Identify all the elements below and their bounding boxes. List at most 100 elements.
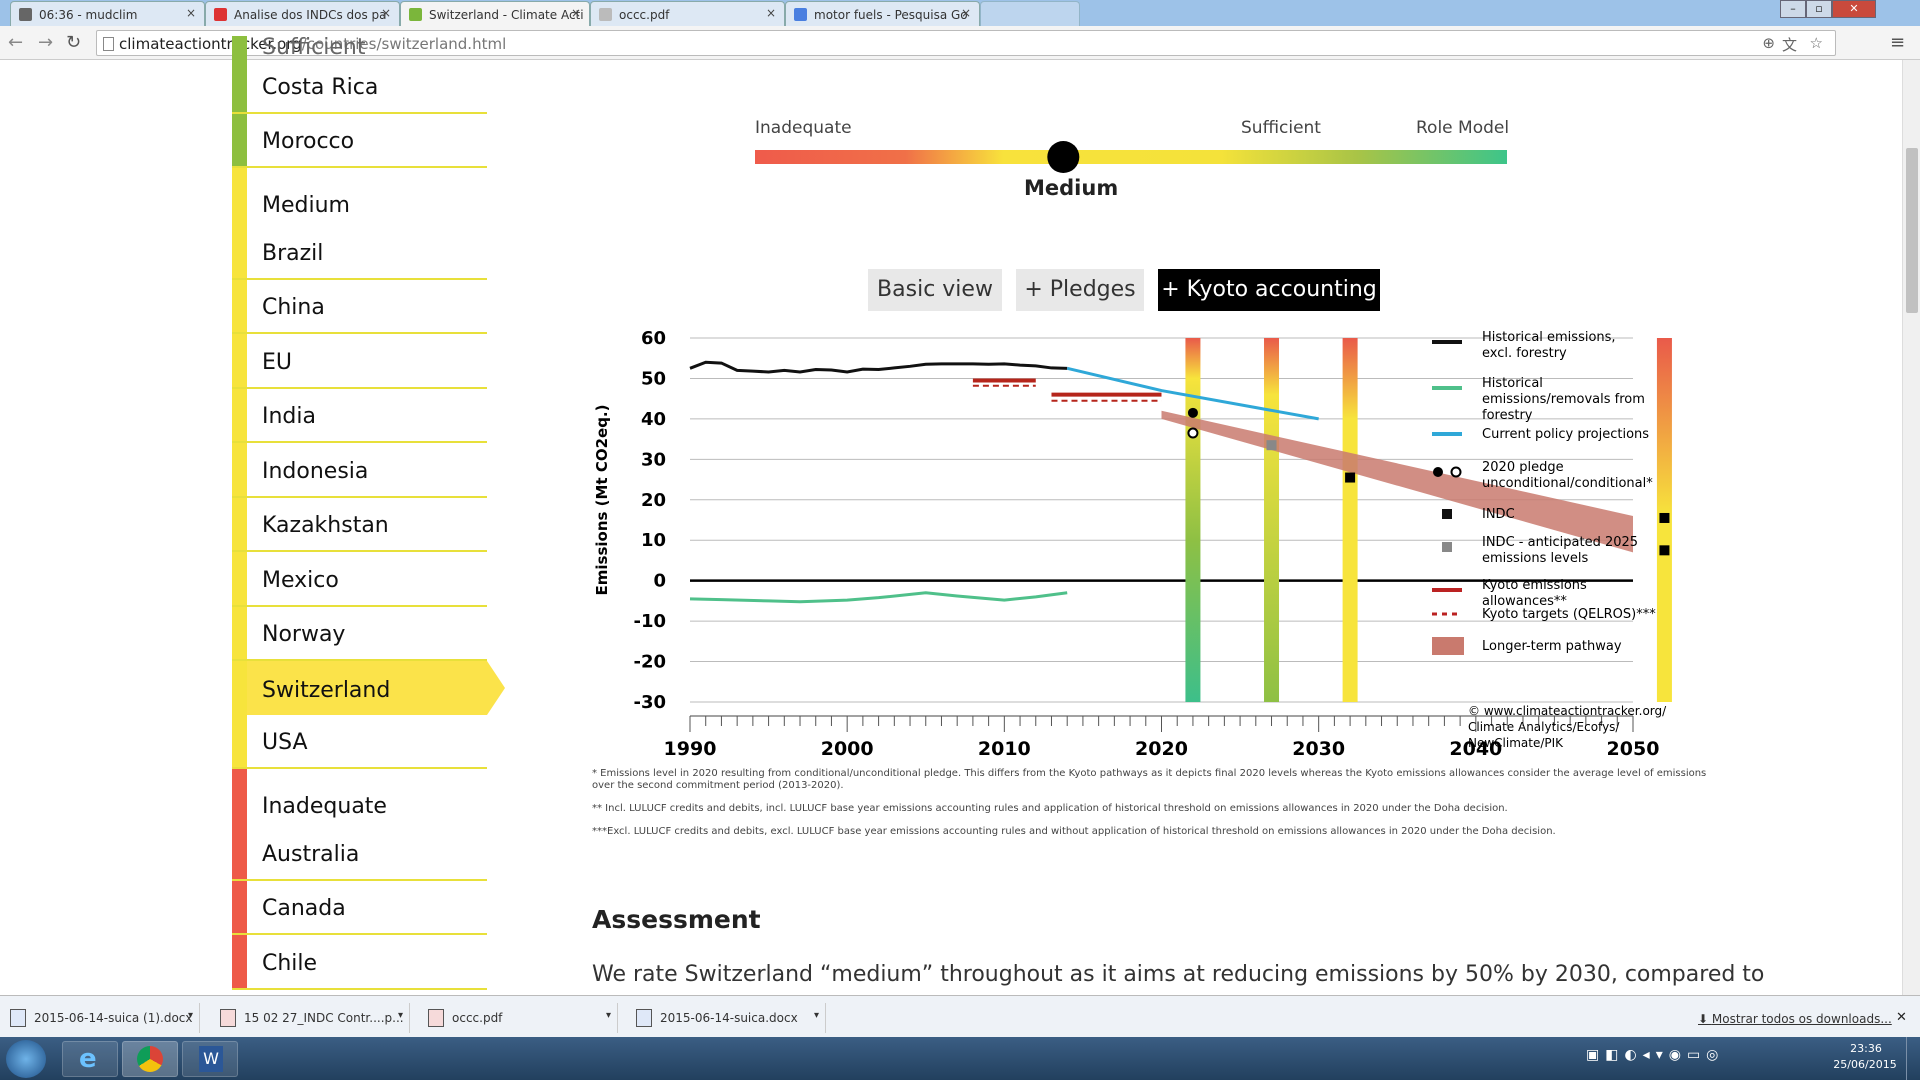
sidebar-item-costa-rica[interactable]: Costa Rica — [232, 60, 487, 114]
zoom-icon[interactable]: ⊕ — [1762, 34, 1775, 52]
y-tick-label: -30 — [633, 692, 666, 713]
word-icon[interactable]: W — [182, 1041, 238, 1077]
chrome-icon[interactable] — [122, 1041, 178, 1077]
new-tab-button[interactable] — [980, 1, 1080, 26]
sidebar-item-usa[interactable]: USA — [232, 715, 487, 769]
chevron-down-icon[interactable]: ▾ — [187, 1010, 193, 1021]
windows-taskbar: e W ▣◧◐◂▾◉▭◎ 23:36 25/06/2015 — [0, 1037, 1920, 1080]
clock-date[interactable]: 25/06/2015 — [1833, 1058, 1897, 1071]
download-item[interactable]: 15 02 27_INDC Contr....p... ▾ — [210, 1003, 410, 1033]
y-tick-label: 0 — [653, 571, 666, 592]
sidebar-item-india[interactable]: India — [232, 389, 487, 443]
browser-tab[interactable]: Analise dos INDCs dos pa × — [205, 1, 400, 26]
sidebar-item-indonesia[interactable]: Indonesia — [232, 443, 487, 498]
system-tray-icons[interactable]: ▣◧◐◂▾◉▭◎ — [1586, 1047, 1725, 1063]
rating-color-bar — [232, 230, 247, 278]
ie-icon[interactable]: e — [62, 1041, 118, 1077]
basic-view-button[interactable]: Basic view — [868, 269, 1002, 311]
start-button[interactable] — [6, 1040, 46, 1078]
x-tick-label: 1990 — [664, 738, 717, 760]
x-tick-label: 2050 — [1607, 738, 1660, 760]
rating-color-bar — [232, 60, 247, 112]
forestry-line — [689, 591, 1068, 604]
download-item[interactable]: 2015-06-14-suica.docx ▾ — [626, 1003, 826, 1033]
legend-label: Historical — [1482, 376, 1543, 391]
sidebar-item-label: Mexico — [262, 568, 339, 593]
legend-label: Historical emissions, — [1482, 330, 1616, 345]
star-icon[interactable]: ☆ — [1809, 34, 1823, 52]
forward-icon[interactable]: → — [38, 32, 54, 53]
close-icon[interactable]: × — [765, 6, 776, 20]
browser-tab-active[interactable]: Switzerland - Climate Acti × — [400, 1, 590, 26]
google-icon — [794, 8, 807, 21]
page-scrollbar[interactable] — [1902, 60, 1920, 995]
sidebar-item-switzerland[interactable]: Switzerland — [232, 661, 505, 715]
sidebar-item-label: Morocco — [262, 129, 355, 154]
y-tick-label: 30 — [641, 449, 666, 470]
selected-arrow — [487, 661, 505, 715]
browser-tab[interactable]: 06:36 - mudclim × — [10, 1, 205, 26]
tab-favicon-icon — [599, 8, 612, 21]
legend-label: forestry — [1482, 408, 1533, 423]
rating-color-bar — [232, 280, 247, 332]
legend-label: unconditional/conditional* — [1482, 476, 1653, 491]
sidebar-item-kazakhstan[interactable]: Kazakhstan — [232, 498, 487, 552]
rating-marker — [1047, 141, 1080, 173]
footnote-1: * Emissions level in 2020 resulting from… — [592, 768, 1707, 791]
rating-color-bar — [232, 831, 247, 879]
close-download-bar-icon[interactable]: ✕ — [1896, 1010, 1907, 1025]
chevron-down-icon[interactable]: ▾ — [813, 1010, 819, 1021]
sidebar-item-norway[interactable]: Norway — [232, 607, 487, 661]
sidebar-item-australia[interactable]: Australia — [232, 831, 487, 881]
translate-icon[interactable]: 文 — [1781, 36, 1797, 54]
sidebar-item-brazil[interactable]: Brazil — [232, 230, 487, 280]
legend-label: emissions levels — [1482, 551, 1588, 566]
close-icon[interactable]: × — [185, 6, 196, 20]
browser-tab[interactable]: motor fuels - Pesquisa Go × — [785, 1, 980, 26]
maximize-icon[interactable]: ▫ — [1806, 0, 1832, 18]
sidebar-item-canada[interactable]: Canada — [232, 881, 487, 935]
pledges-button[interactable]: + Pledges — [1016, 269, 1144, 311]
sidebar-item-label: Australia — [262, 842, 360, 867]
chart-copyright: NewClimate/PIK — [1468, 736, 1564, 750]
legend-swatch — [1442, 542, 1452, 552]
sidebar-item-mexico[interactable]: Mexico — [232, 552, 487, 607]
menu-icon[interactable]: ≡ — [1890, 32, 1906, 53]
close-window-icon[interactable]: ✕ — [1832, 0, 1876, 18]
assessment-heading: Assessment — [592, 905, 761, 934]
sidebar-item-label: Brazil — [262, 241, 324, 266]
legend-label: Kyoto emissions — [1482, 578, 1587, 593]
download-item[interactable]: occc.pdf ▾ — [418, 1003, 618, 1033]
address-bar[interactable]: climateactiontracker.org/countries/switz… — [96, 30, 1836, 56]
sidebar-item-chile[interactable]: Chile — [232, 935, 487, 990]
rating-current: Medium — [1024, 176, 1119, 200]
back-icon[interactable]: ← — [8, 32, 24, 53]
clock-time[interactable]: 23:36 — [1850, 1042, 1882, 1055]
tab-favicon-icon — [19, 8, 32, 21]
scrollbar-thumb[interactable] — [1906, 148, 1918, 313]
sidebar-item-label: Norway — [262, 622, 346, 647]
reload-icon[interactable]: ↻ — [66, 32, 82, 53]
current-policy-line — [1066, 366, 1319, 421]
chevron-down-icon[interactable]: ▾ — [397, 1010, 403, 1021]
sidebar-group-medium: Medium — [232, 168, 487, 230]
close-icon[interactable]: × — [960, 6, 971, 20]
close-icon[interactable]: × — [380, 6, 391, 20]
sidebar-item-morocco[interactable]: Morocco — [232, 114, 487, 168]
show-all-downloads-link[interactable]: ⬇ Mostrar todos os downloads... — [1698, 1012, 1892, 1026]
sidebar-item-china[interactable]: China — [232, 280, 487, 334]
legend-label: Longer-term pathway — [1482, 639, 1622, 654]
rating-color-bar — [232, 661, 247, 715]
close-icon[interactable]: × — [570, 6, 581, 20]
browser-tab-bar: 06:36 - mudclim × Analise dos INDCs dos p… — [0, 0, 1920, 26]
legend-label: allowances** — [1482, 594, 1567, 609]
pdf-icon — [428, 1009, 444, 1027]
rating-color-bar — [232, 168, 247, 230]
kyoto-accounting-button[interactable]: + Kyoto accounting — [1158, 269, 1380, 311]
show-desktop-button[interactable] — [1906, 1037, 1920, 1080]
browser-tab[interactable]: occc.pdf × — [590, 1, 785, 26]
sidebar-item-eu[interactable]: EU — [232, 334, 487, 389]
download-item[interactable]: 2015-06-14-suica (1).docx ▾ — [0, 1003, 200, 1033]
minimize-icon[interactable]: – — [1780, 0, 1806, 18]
chevron-down-icon[interactable]: ▾ — [605, 1010, 611, 1021]
